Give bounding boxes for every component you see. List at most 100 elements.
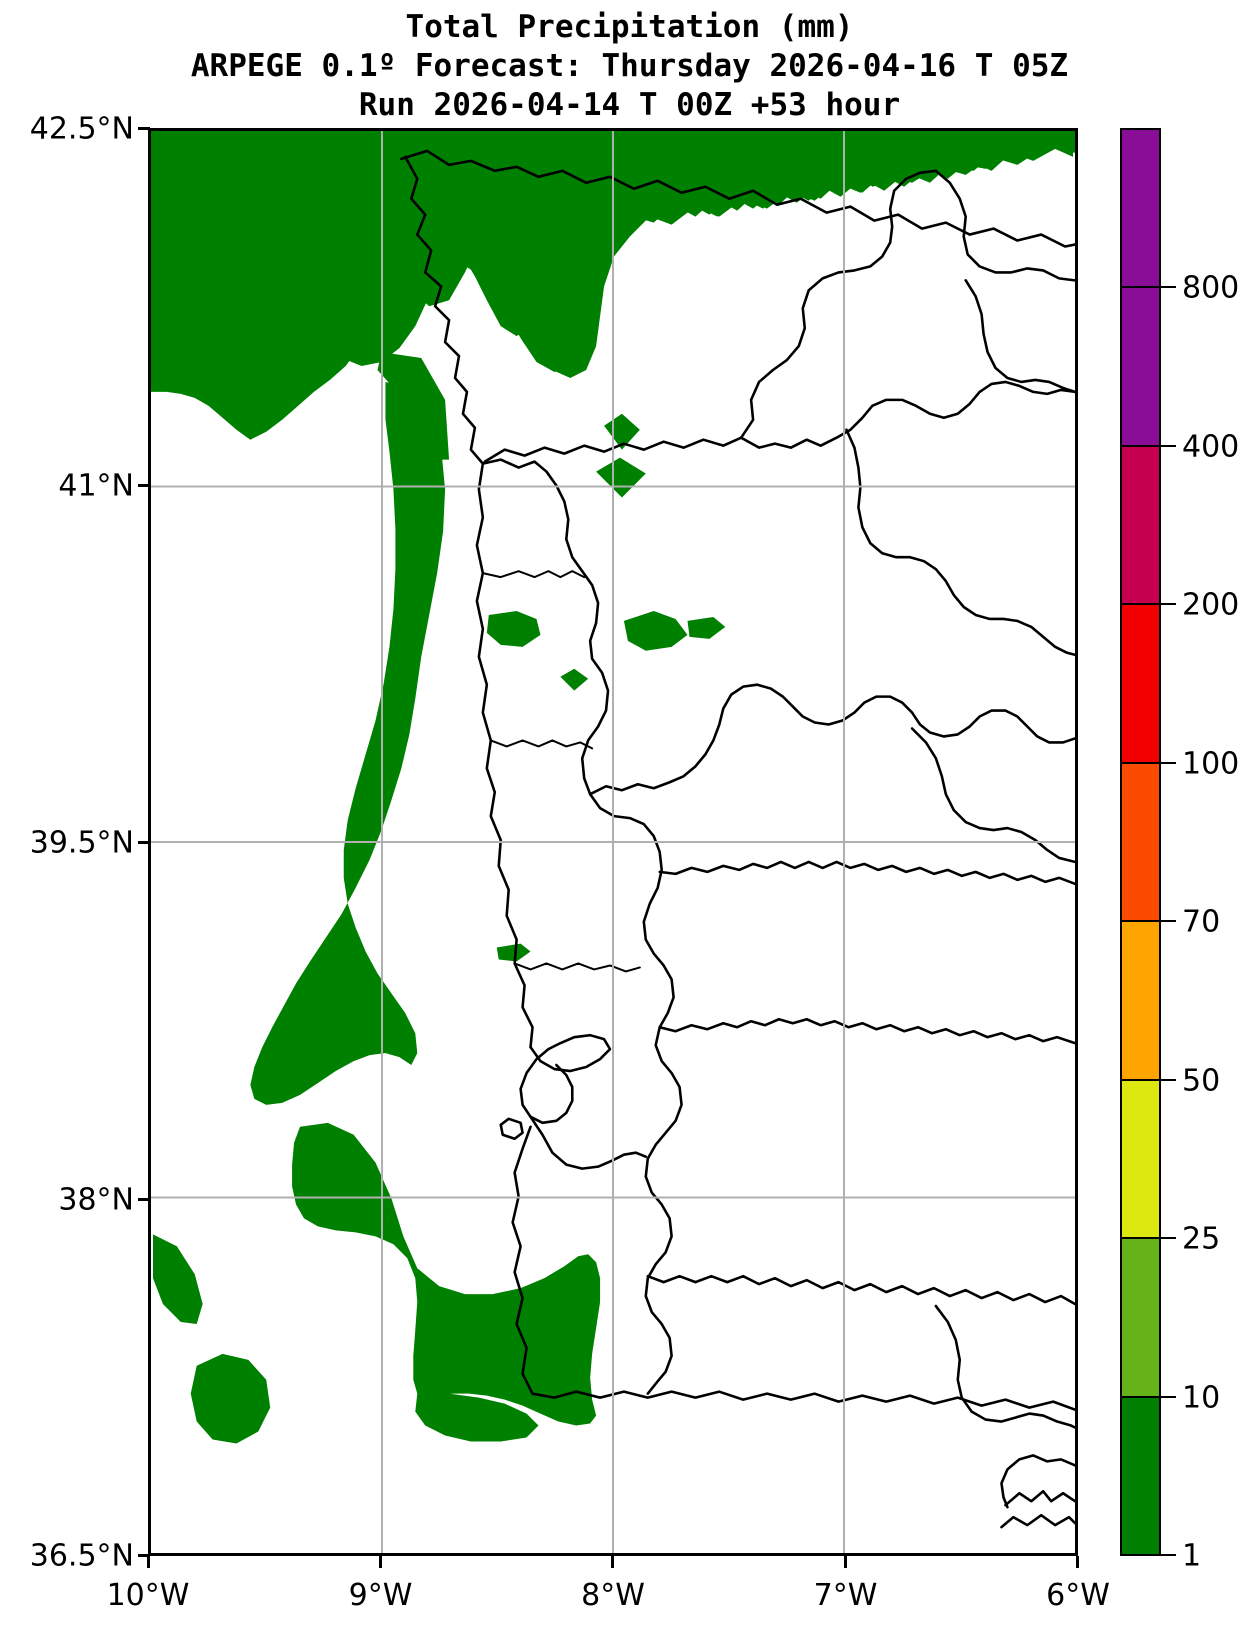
cbar-band-10-25 [1122, 1237, 1159, 1396]
cbar-label-25: 25 [1182, 1221, 1221, 1257]
cbar-tick-800 [1161, 286, 1176, 288]
precip-region-coastal-ribbon [250, 381, 446, 1105]
cbar-label-70: 70 [1182, 904, 1221, 940]
coast-tagus-estuary [529, 1033, 612, 1073]
cbar-label-1: 1 [1182, 1538, 1202, 1574]
precip-region-offshore-1 [152, 1234, 203, 1324]
ytick-label-36.5n: 36.5°N [29, 1538, 134, 1574]
cbar-label-200: 200 [1182, 587, 1240, 623]
cbar-tick-10 [1161, 1396, 1176, 1398]
cbar-sep-50 [1120, 1079, 1161, 1081]
xtick-label-9w: 9°W [348, 1578, 413, 1613]
border-salamanca-caceres [658, 860, 1075, 886]
border-avila-toledo [910, 727, 1075, 864]
figure-title-block: Total Precipitation (mm) ARPEGE 0.1º For… [0, 8, 1259, 125]
cbar-label-100: 100 [1182, 746, 1240, 782]
ytick-label-41n: 41°N [58, 468, 134, 504]
precip-region-setubal-tail [415, 1393, 539, 1442]
cbar-label-10: 10 [1182, 1380, 1221, 1416]
coast-tagus-islet [499, 1117, 524, 1141]
border-portugal-spain-south [644, 1157, 673, 1395]
precip-inland-cell-7 [496, 943, 531, 962]
coast-portugal-north [475, 462, 534, 1049]
cbar-sep-25 [1120, 1237, 1161, 1239]
xtick-mark-9w [379, 1556, 382, 1568]
cbar-sep-800 [1120, 286, 1161, 288]
ytick-mark-42.5n [138, 127, 150, 130]
gridlines-layer [151, 131, 1075, 1553]
border-leon-zamora [739, 380, 1075, 449]
xtick-label-8w: 8°W [581, 1578, 645, 1613]
cbar-label-800: 800 [1182, 270, 1240, 306]
border-caceres-badajoz [658, 1017, 1075, 1045]
coast-setubal-sado [529, 1115, 648, 1170]
border-portugal-internal-3 [513, 962, 641, 973]
coastline-border-layer [400, 149, 1075, 1529]
cbar-sep-400 [1120, 445, 1161, 447]
cbar-band-800-plus [1122, 130, 1159, 289]
xtick-mark-6w [1076, 1556, 1079, 1568]
cbar-band-1-10 [1122, 1395, 1159, 1554]
xtick-mark-10w [147, 1556, 150, 1568]
xtick-label-10w: 10°W [106, 1578, 190, 1613]
cbar-sep-10 [1120, 1396, 1161, 1398]
cbar-band-200-400 [1122, 446, 1159, 605]
coast-galicia-atlantic [404, 155, 485, 465]
coast-north-cantabrian [400, 149, 1075, 248]
xtick-label-7w: 7°W [813, 1578, 878, 1613]
border-palencia-burgos [964, 279, 1075, 394]
cbar-band-25-50 [1122, 1079, 1159, 1238]
cbar-tick-100 [1161, 762, 1176, 764]
precip-region-offshore-2 [190, 1353, 271, 1444]
coast-tagus-inner [519, 1047, 574, 1125]
coast-algarve-south [531, 1390, 1075, 1411]
xtick-mark-7w [844, 1556, 847, 1568]
cbar-band-100-200 [1122, 604, 1159, 763]
border-valladolid-segovia [845, 428, 1075, 657]
border-zamora-salamanca [588, 683, 1075, 796]
coast-portugal-southwest [511, 1125, 534, 1395]
border-huelva-sevilla [934, 1304, 1075, 1429]
precip-inland-cell-4 [623, 610, 688, 651]
cbar-label-50: 50 [1182, 1063, 1221, 1099]
ytick-label-42.5n: 42.5°N [29, 111, 134, 147]
precip-inland-cell-5 [687, 616, 726, 639]
cbar-band-400-800 [1122, 288, 1159, 447]
border-galicia-lugo-asturias [739, 169, 938, 440]
cbar-label-400: 400 [1182, 429, 1240, 465]
ytick-mark-38n [138, 1198, 150, 1201]
ytick-mark-39.5n [138, 841, 150, 844]
map-canvas [151, 131, 1075, 1553]
precip-inland-cell-3 [486, 610, 541, 647]
precip-region-connector [377, 352, 450, 460]
page-title: Total Precipitation (mm) [405, 9, 854, 45]
precip-inland-cell-2 [596, 457, 646, 498]
cbar-tick-1 [1161, 1554, 1176, 1556]
border-portugal-internal-1 [481, 570, 586, 579]
cbar-sep-200 [1120, 603, 1161, 605]
xtick-label-6w: 6°W [1046, 1578, 1110, 1613]
cbar-tick-70 [1161, 920, 1176, 922]
cbar-tick-25 [1161, 1237, 1176, 1239]
cbar-tick-50 [1161, 1079, 1176, 1081]
cbar-sep-100 [1120, 762, 1161, 764]
cbar-tick-200 [1161, 603, 1176, 605]
precipitation-colorbar[interactable] [1120, 128, 1161, 1556]
ytick-label-38n: 38°N [58, 1182, 134, 1218]
ytick-mark-36.5n [138, 1554, 150, 1557]
map-plot-area[interactable] [148, 128, 1078, 1556]
cbar-tick-400 [1161, 445, 1176, 447]
border-portugal-spain-north [481, 458, 610, 796]
coast-huelva [1000, 1513, 1075, 1529]
ytick-mark-41n [138, 484, 150, 487]
run-subtitle: Run 2026-04-14 T 00Z +53 hour [358, 87, 901, 124]
ytick-label-39.5n: 39.5°N [29, 825, 134, 861]
border-portugal-spain-central [588, 792, 683, 1160]
coast-gulf-of-cadiz [1004, 1489, 1075, 1507]
cbar-sep-70 [1120, 920, 1161, 922]
border-sevilla-cadiz [1000, 1454, 1075, 1509]
forecast-subtitle: ARPEGE 0.1º Forecast: Thursday 2026-04-1… [190, 48, 1069, 85]
xtick-mark-8w [611, 1556, 614, 1568]
border-asturias-leon [934, 169, 1075, 282]
